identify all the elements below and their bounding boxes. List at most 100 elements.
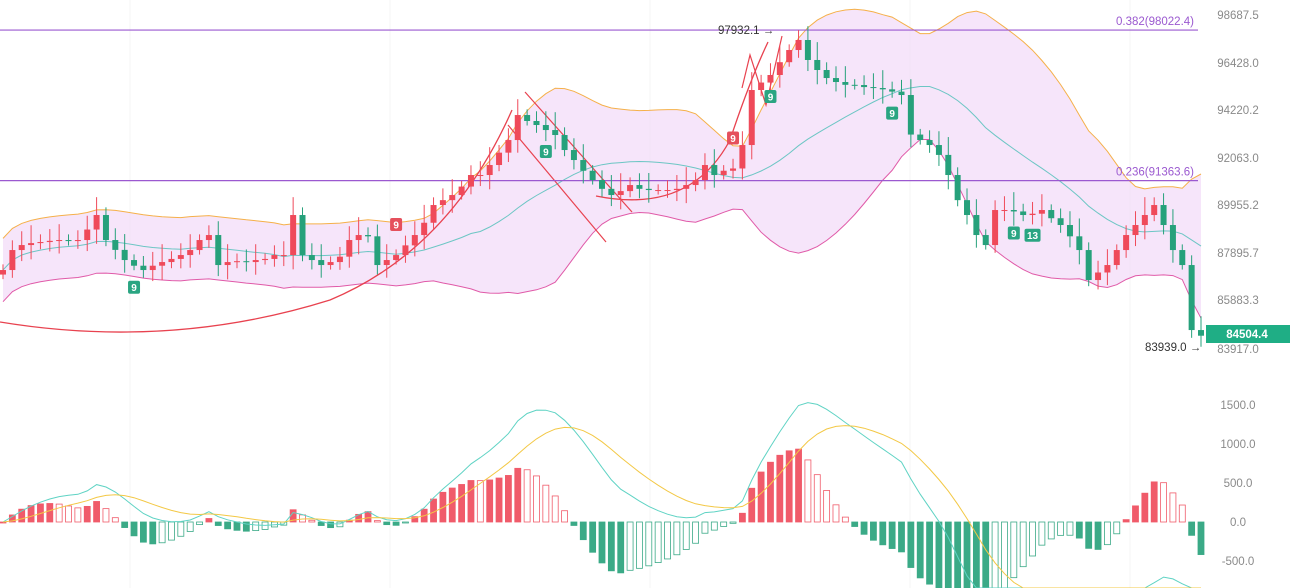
candle-body [636, 185, 643, 189]
td-badge [539, 145, 552, 159]
candle-body [730, 168, 737, 171]
macd-histogram-bar [392, 521, 400, 526]
candle-body [102, 215, 109, 241]
price-tick-label: 87895.7 [1217, 248, 1259, 260]
candle-body [439, 200, 446, 206]
candle-body [477, 175, 484, 177]
macd-histogram-bar [1104, 521, 1111, 546]
fib-label: 0.382(98022.4) [1116, 16, 1194, 28]
triangle-drawing[interactable] [741, 35, 783, 108]
macd-histogram-bar [1038, 521, 1046, 546]
candle-body [177, 255, 184, 259]
macd-histogram-bar [551, 495, 559, 523]
td-badge [1024, 228, 1041, 242]
candle-body [37, 242, 44, 244]
candle-body [655, 190, 662, 192]
candle-body [1151, 205, 1158, 216]
macd-histogram-bar [1178, 504, 1186, 523]
macd-histogram-bar [486, 479, 494, 523]
candle-body [355, 235, 362, 241]
candle-body [149, 265, 156, 271]
candle-body [973, 215, 980, 236]
macd-histogram-bar [991, 521, 999, 588]
macd-histogram-bar [55, 503, 63, 523]
macd-histogram-bar [682, 521, 690, 550]
macd-histogram-bar [74, 507, 82, 523]
candle-body [767, 75, 774, 83]
candle-body [383, 260, 390, 266]
candle-body [1198, 330, 1204, 336]
macd-histogram-bar [972, 521, 980, 588]
candle-body [271, 255, 278, 259]
macd-histogram-bar [767, 461, 774, 523]
candle-body [233, 261, 240, 263]
candle-body [112, 240, 119, 250]
candle-body [608, 188, 615, 196]
macd-histogram-bar [93, 501, 100, 523]
low-price-label: 83939.0 → [1145, 342, 1201, 354]
candle-body [879, 88, 886, 90]
current-price-tag [1206, 325, 1290, 343]
candle-body [580, 160, 587, 171]
macd-histogram-bar [673, 521, 681, 556]
candle-body [224, 262, 231, 266]
macd-histogram-bar [926, 521, 933, 585]
macd-histogram-bar [1075, 521, 1083, 539]
macd-histogram-bar [317, 521, 325, 526]
candle-body [1160, 205, 1167, 226]
candle-body [140, 265, 147, 271]
candle-body [168, 258, 175, 263]
price-axis: 98687.5 96428.0 94220.2 92063.0 89955.2 87895… [1217, 10, 1259, 568]
candle-body [673, 188, 680, 191]
candle-body [889, 89, 896, 92]
td-sequential-badges: 9 9 9 9 9 9 9 13 [128, 90, 1041, 294]
candle-body [832, 78, 839, 83]
macd-tick-label: 1500.0 [1220, 400, 1255, 412]
annotations: 97932.1 → 83939.0 → 84504.4 [718, 25, 1290, 354]
candle-body [627, 185, 634, 192]
candle-body [982, 235, 989, 246]
macd-histogram-bar [102, 508, 110, 523]
macd-histogram-bar [879, 521, 887, 546]
candle-body [1179, 250, 1186, 266]
candle-body [861, 85, 868, 88]
candle-body [56, 240, 63, 242]
candle-body [346, 240, 353, 257]
candle-body [795, 39, 802, 51]
trend-line[interactable] [507, 124, 607, 243]
price-tick-label: 83917.0 [1217, 344, 1259, 356]
macd-histogram-bar [402, 521, 409, 524]
candle-body [1001, 210, 1008, 212]
macd-histogram-bar [944, 521, 952, 588]
td-badge [886, 106, 899, 120]
macd-histogram-bar [542, 484, 550, 523]
macd-histogram-bar [476, 480, 484, 523]
macd-histogram-bar [1150, 481, 1158, 523]
macd-histogram-bar [870, 521, 877, 541]
macd-histogram-bar [598, 521, 606, 564]
macd-histogram-bar [692, 521, 699, 544]
candle-body [262, 258, 269, 261]
macd-histogram-bar [701, 521, 709, 534]
candle-body [524, 115, 531, 121]
macd-panel [0, 402, 1205, 588]
macd-histogram-bar [626, 521, 634, 571]
macd-histogram-bar [514, 467, 522, 523]
macd-histogram-bar [1057, 521, 1065, 536]
candle-body [935, 145, 942, 155]
candle-body [683, 185, 690, 189]
macd-histogram-bar [196, 521, 203, 526]
middle-band [2, 86, 1202, 271]
macd-histogram-bar [1113, 521, 1121, 535]
td-badge [727, 131, 740, 145]
td-badge [764, 90, 777, 104]
candle-body [1010, 210, 1017, 212]
macd-histogram-bar [617, 521, 625, 574]
high-price-label: 97932.1 → [718, 25, 774, 37]
macd-histogram-bar [1001, 521, 1008, 588]
candle-body [28, 243, 35, 246]
current-price-label: 84504.4 [1226, 329, 1268, 341]
macd-histogram-bar [570, 521, 578, 526]
price-tick-label: 94220.2 [1217, 105, 1259, 117]
